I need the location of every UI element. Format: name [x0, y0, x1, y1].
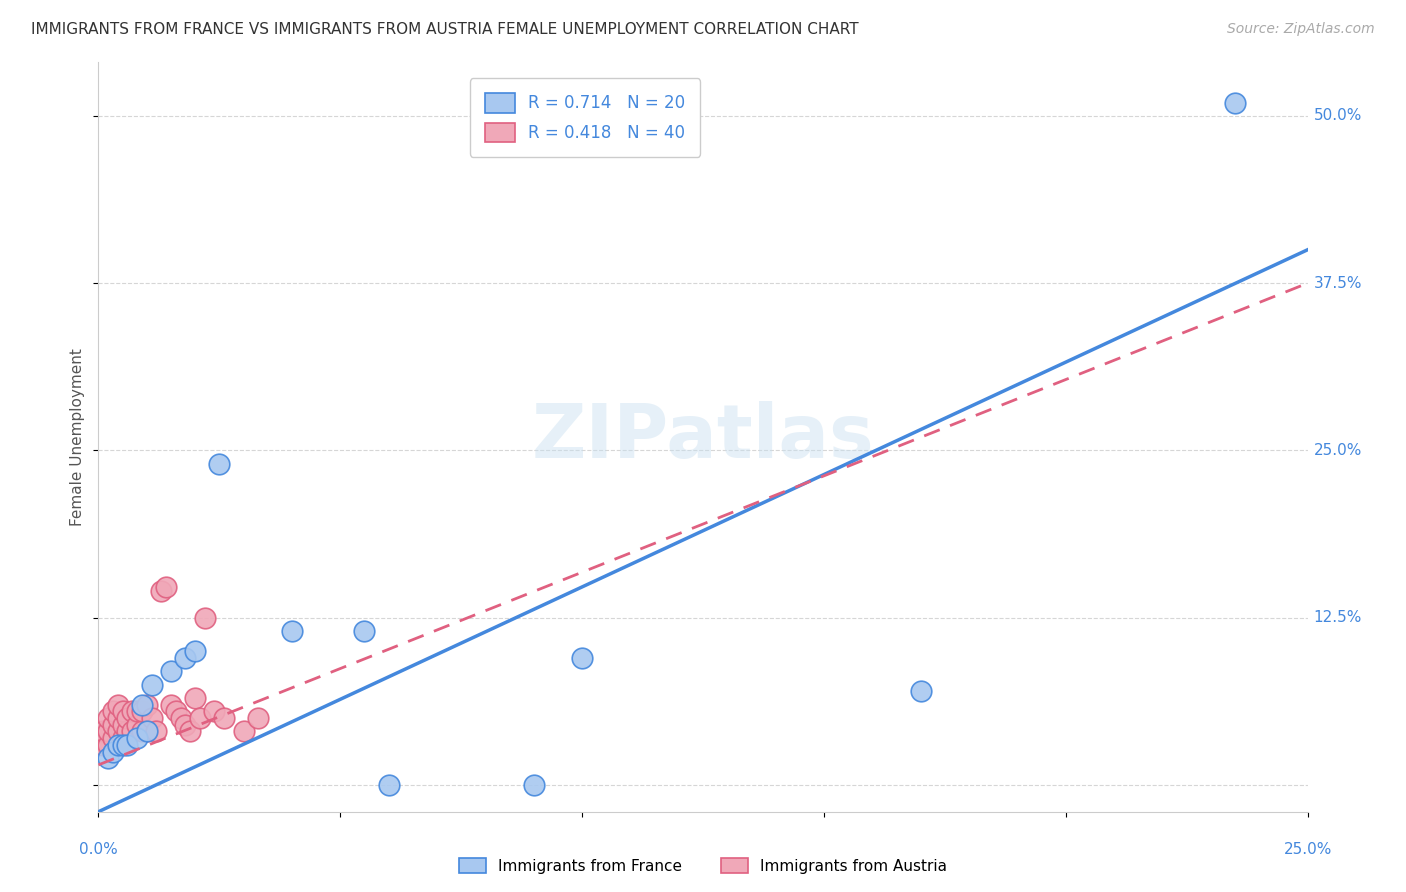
Point [121, 705, 143, 719]
Point [131, 698, 153, 712]
Point [117, 738, 139, 752]
Text: 37.5%: 37.5% [1313, 276, 1362, 291]
Point [97, 738, 120, 752]
Point [281, 624, 304, 639]
Point [135, 698, 157, 712]
Point [91, 724, 114, 739]
Text: 12.5%: 12.5% [1313, 610, 1362, 625]
Point [97, 711, 120, 725]
Point [101, 744, 124, 758]
Text: Source: ZipAtlas.com: Source: ZipAtlas.com [1227, 22, 1375, 37]
Point [117, 711, 139, 725]
Point [184, 644, 207, 658]
Y-axis label: Female Unemployment: Female Unemployment [70, 348, 86, 526]
Point [131, 705, 153, 719]
Point [232, 724, 254, 739]
Point [111, 705, 134, 719]
Point [131, 724, 153, 739]
Point [145, 724, 167, 739]
Point [135, 724, 157, 739]
Point [111, 731, 134, 746]
Point [117, 724, 139, 739]
Point [523, 778, 546, 792]
Legend: Immigrants from France, Immigrants from Austria: Immigrants from France, Immigrants from … [453, 852, 953, 880]
Point [174, 651, 197, 665]
Text: IMMIGRANTS FROM FRANCE VS IMMIGRANTS FROM AUSTRIA FEMALE UNEMPLOYMENT CORRELATIO: IMMIGRANTS FROM FRANCE VS IMMIGRANTS FRO… [31, 22, 859, 37]
Point [208, 457, 231, 471]
Point [165, 705, 187, 719]
Point [127, 717, 149, 731]
Point [169, 711, 191, 725]
Point [247, 711, 270, 725]
Point [1223, 95, 1246, 110]
Point [91, 738, 114, 752]
Point [141, 711, 163, 725]
Legend: R = 0.714   N = 20, R = 0.418   N = 40: R = 0.714 N = 20, R = 0.418 N = 40 [470, 78, 700, 157]
Text: 50.0%: 50.0% [1313, 109, 1362, 123]
Point [910, 684, 932, 698]
Point [127, 705, 149, 719]
Point [121, 724, 143, 739]
Point [160, 664, 183, 679]
Point [188, 711, 211, 725]
Point [101, 731, 124, 746]
Point [377, 778, 399, 792]
Point [571, 651, 593, 665]
Point [101, 717, 124, 731]
Text: ZIPatlas: ZIPatlas [531, 401, 875, 474]
Point [155, 580, 177, 594]
Point [107, 698, 129, 712]
Point [127, 731, 149, 746]
Point [101, 705, 124, 719]
Point [353, 624, 375, 639]
Point [150, 584, 173, 599]
Text: 0.0%: 0.0% [79, 842, 118, 857]
Point [111, 717, 134, 731]
Point [160, 698, 183, 712]
Point [107, 724, 129, 739]
Point [111, 738, 134, 752]
Point [141, 678, 163, 692]
Text: 25.0%: 25.0% [1313, 443, 1362, 458]
Point [107, 711, 129, 725]
Point [107, 738, 129, 752]
Point [97, 751, 120, 765]
Point [184, 690, 207, 705]
Point [135, 724, 157, 739]
Point [97, 724, 120, 739]
Point [204, 705, 226, 719]
Text: 25.0%: 25.0% [1284, 842, 1331, 857]
Point [212, 711, 235, 725]
Point [179, 724, 201, 739]
Point [174, 717, 197, 731]
Point [194, 611, 217, 625]
